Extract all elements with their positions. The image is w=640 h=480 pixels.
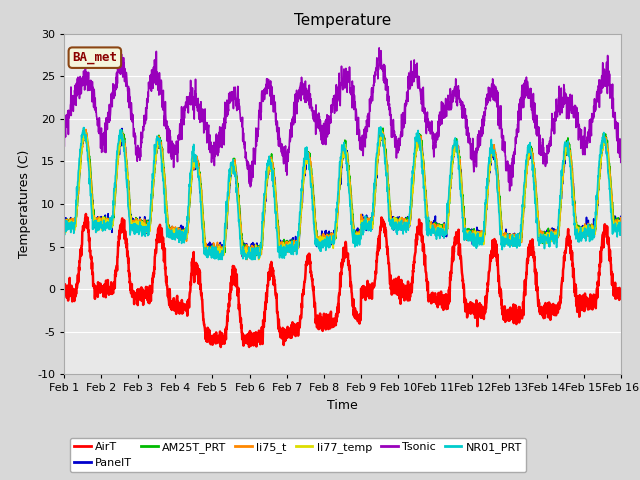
X-axis label: Time: Time [327,399,358,412]
Title: Temperature: Temperature [294,13,391,28]
Y-axis label: Temperatures (C): Temperatures (C) [19,150,31,258]
Legend: AirT, PanelT, AM25T_PRT, li75_t, li77_temp, Tsonic, NR01_PRT: AirT, PanelT, AM25T_PRT, li75_t, li77_te… [70,438,527,472]
Text: BA_met: BA_met [72,51,117,64]
